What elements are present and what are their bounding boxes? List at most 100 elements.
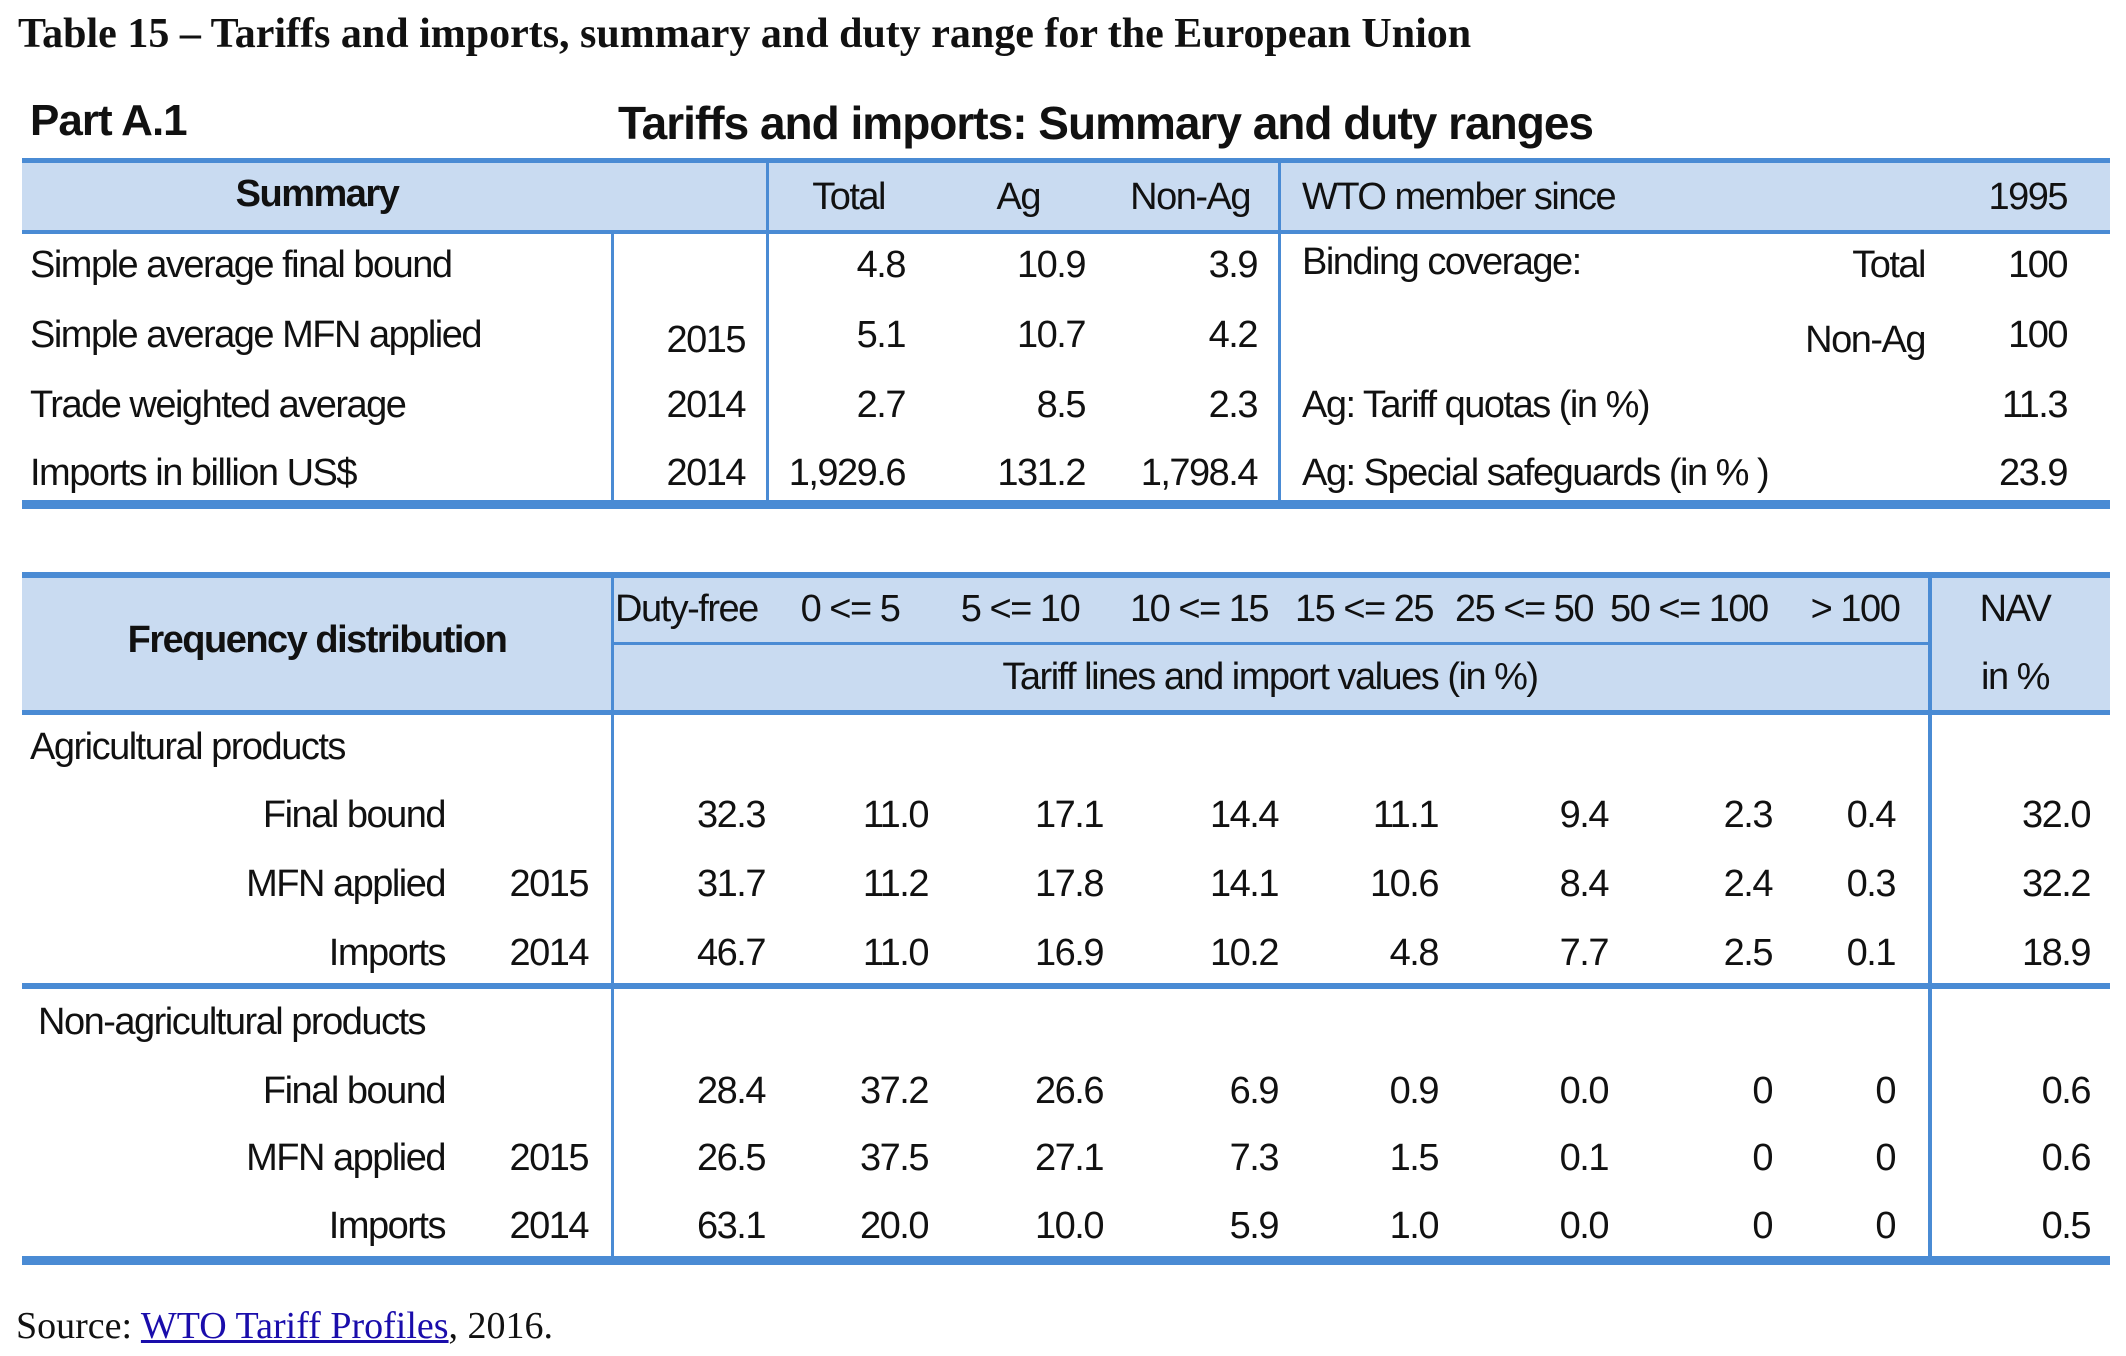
summary-row-year: 2015: [666, 319, 746, 361]
range-header: 10 <= 15: [1130, 588, 1270, 630]
cell-10-15: 10.2: [1210, 932, 1279, 974]
cell-0-5: 11.0: [862, 794, 930, 836]
cell-0-5: 11.0: [862, 932, 930, 974]
range-header: 15 <= 25: [1295, 588, 1435, 630]
summary-header-label: Summary: [235, 173, 400, 215]
summary-row-ag: 131.2: [997, 452, 1086, 494]
cell-25-50: 0.0: [1559, 1070, 1610, 1112]
cell-nav: 32.2: [2022, 863, 2091, 905]
cell-5-10: 17.1: [1035, 794, 1104, 836]
cell-over-100: 0.1: [1846, 932, 1897, 974]
cell-5-10: 16.9: [1035, 932, 1104, 974]
frequency-header-rule: [22, 710, 2110, 715]
summary-row-total: 5.1: [856, 314, 907, 356]
cell-over-100: 0: [1875, 1205, 1896, 1247]
cell-15-25: 11.1: [1372, 794, 1440, 836]
source-link[interactable]: WTO Tariff Profiles: [140, 1305, 449, 1347]
frequency-top-rule: [22, 572, 2110, 578]
frequency-bottom-rule: [22, 1256, 2110, 1265]
binding-coverage-label: Binding coverage:: [1302, 241, 1582, 283]
summary-row-label: Trade weighted average: [30, 384, 407, 426]
row-year: 2014: [509, 1205, 589, 1247]
range-header: 5 <= 10: [960, 588, 1081, 630]
cell-over-100: 0: [1875, 1070, 1896, 1112]
range-header: > 100: [1810, 588, 1901, 630]
cell-15-25: 10.6: [1370, 863, 1439, 905]
cell-nav: 18.9: [2022, 932, 2091, 974]
summary-divider-right: [1278, 162, 1281, 502]
summary-row-nonag: 2.3: [1208, 384, 1259, 426]
cell-duty-free: 31.7: [697, 863, 766, 905]
cell-50-100: 2.3: [1723, 794, 1774, 836]
row-year: 2014: [509, 932, 589, 974]
cell-25-50: 0.0: [1559, 1205, 1610, 1247]
cell-over-100: 0: [1875, 1137, 1896, 1179]
tariff-quotas-value: 11.3: [2001, 384, 2069, 426]
nav-header: NAV: [1979, 588, 2052, 630]
cell-0-5: 37.5: [860, 1137, 929, 1179]
cell-5-10: 26.6: [1035, 1070, 1104, 1112]
summary-row-year: 2014: [666, 384, 746, 426]
summary-row-total: 2.7: [856, 384, 907, 426]
summary-row-label: Simple average final bound: [30, 244, 453, 286]
cell-10-15: 5.9: [1229, 1205, 1280, 1247]
cell-15-25: 1.5: [1389, 1137, 1440, 1179]
summary-header-total: Total: [812, 176, 886, 218]
table-title: Table 15 – Tariffs and imports, summary …: [18, 11, 1472, 57]
cell-duty-free: 46.7: [697, 932, 766, 974]
group-label-non-agricultural: Non-agricultural products: [38, 1001, 427, 1043]
range-header: 0 <= 5: [800, 588, 901, 630]
frequency-group-rule: [22, 983, 2110, 989]
frequency-subheader-rule: [612, 642, 1928, 645]
summary-divider-label: [766, 162, 769, 502]
row-label: Final bound: [262, 1070, 447, 1112]
frequency-header-label: Frequency distribution: [127, 619, 508, 661]
cell-0-5: 37.2: [860, 1070, 929, 1112]
summary-row-ag: 10.9: [1017, 244, 1086, 286]
source-suffix: , 2016.: [448, 1305, 554, 1347]
summary-row-nonag: 1,798.4: [1140, 452, 1259, 494]
cell-nav: 0.6: [2041, 1137, 2092, 1179]
summary-row-ag: 8.5: [1036, 384, 1087, 426]
cell-10-15: 6.9: [1229, 1070, 1280, 1112]
tariff-quotas-label: Ag: Tariff quotas (in %): [1302, 384, 1651, 426]
summary-top-rule: [22, 158, 2110, 163]
frequency-divider-label: [611, 577, 614, 1259]
row-label: MFN applied: [246, 1137, 446, 1179]
part-label: Part A.1: [30, 96, 188, 145]
cell-10-15: 7.3: [1229, 1137, 1280, 1179]
cell-50-100: 2.4: [1723, 863, 1774, 905]
cell-10-15: 14.1: [1210, 863, 1279, 905]
cell-25-50: 7.7: [1559, 932, 1610, 974]
cell-duty-free: 63.1: [697, 1205, 766, 1247]
cell-25-50: 0.1: [1559, 1137, 1610, 1179]
group-label-agricultural: Agricultural products: [30, 726, 346, 768]
wto-member-value: 1995: [1988, 176, 2068, 218]
summary-header-nonag: Non-Ag: [1130, 176, 1251, 218]
row-label: Imports: [328, 1205, 447, 1247]
source-prefix: Source:: [16, 1305, 141, 1347]
nav-unit-header: in %: [1981, 656, 2050, 698]
cell-15-25: 4.8: [1389, 932, 1440, 974]
row-year: 2015: [509, 1137, 589, 1179]
summary-row-total: 4.8: [856, 244, 907, 286]
frequency-divider-nav: [1928, 577, 1932, 1259]
cell-0-5: 11.2: [862, 863, 930, 905]
special-safeguards-value: 23.9: [1999, 452, 2068, 494]
row-label: MFN applied: [246, 863, 446, 905]
cell-50-100: 0: [1752, 1070, 1773, 1112]
binding-nonag-label: Non-Ag: [1805, 319, 1926, 361]
cell-duty-free: 28.4: [697, 1070, 766, 1112]
range-header: Duty-free: [615, 588, 759, 630]
cell-nav: 0.5: [2041, 1205, 2092, 1247]
cell-over-100: 0.4: [1846, 794, 1897, 836]
special-safeguards-label: Ag: Special safeguards (in % ): [1302, 452, 1770, 494]
row-label: Imports: [328, 932, 447, 974]
summary-row-label: Imports in billion US$: [30, 452, 358, 494]
row-year: 2015: [509, 863, 589, 905]
cell-nav: 32.0: [2022, 794, 2091, 836]
cell-10-15: 14.4: [1210, 794, 1279, 836]
cell-25-50: 8.4: [1559, 863, 1610, 905]
cell-25-50: 9.4: [1559, 794, 1610, 836]
range-header: 25 <= 50: [1455, 588, 1595, 630]
